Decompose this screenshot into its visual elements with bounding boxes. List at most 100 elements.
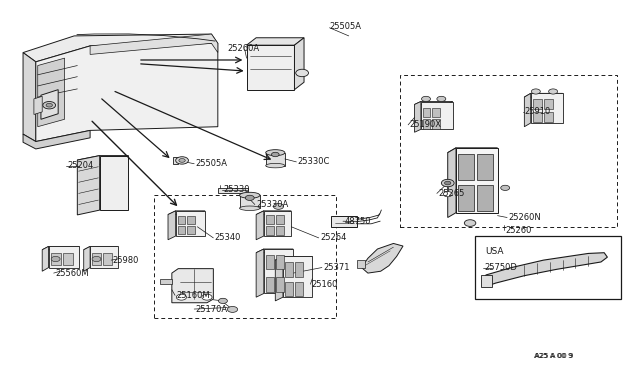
Bar	[63, 253, 74, 264]
Circle shape	[43, 102, 56, 109]
Polygon shape	[256, 249, 293, 253]
Polygon shape	[531, 93, 563, 123]
Ellipse shape	[266, 163, 285, 168]
Text: 25170A: 25170A	[195, 305, 228, 314]
Text: 25265: 25265	[438, 189, 465, 198]
Polygon shape	[168, 211, 205, 215]
Circle shape	[218, 298, 227, 304]
Polygon shape	[415, 102, 421, 132]
Text: A25 A 00 9: A25 A 00 9	[535, 353, 573, 359]
Circle shape	[531, 89, 540, 94]
Polygon shape	[84, 246, 90, 271]
Text: 25750D: 25750D	[484, 263, 518, 272]
Bar	[332, 217, 357, 227]
Ellipse shape	[239, 192, 260, 198]
Bar	[433, 119, 440, 129]
Circle shape	[179, 158, 185, 162]
Text: 25330: 25330	[223, 185, 250, 194]
Text: 25980: 25980	[113, 256, 139, 264]
Polygon shape	[421, 102, 453, 129]
Polygon shape	[256, 249, 264, 297]
Bar	[161, 279, 172, 284]
Circle shape	[51, 256, 60, 262]
Polygon shape	[483, 253, 607, 287]
Bar	[187, 216, 195, 224]
Bar	[239, 195, 260, 208]
Polygon shape	[294, 38, 304, 90]
Polygon shape	[90, 246, 118, 267]
Bar	[276, 277, 284, 292]
Bar	[543, 112, 553, 122]
Polygon shape	[49, 246, 79, 267]
Bar	[357, 260, 365, 268]
Polygon shape	[42, 246, 79, 250]
Bar	[266, 215, 274, 224]
Polygon shape	[36, 43, 218, 141]
Bar	[400, 75, 617, 227]
Polygon shape	[168, 211, 175, 240]
Bar	[187, 226, 195, 234]
Polygon shape	[38, 58, 65, 127]
Bar	[92, 253, 101, 264]
Ellipse shape	[239, 206, 260, 211]
Bar	[218, 188, 248, 193]
Bar	[474, 236, 621, 299]
Polygon shape	[275, 256, 283, 301]
Polygon shape	[264, 249, 293, 294]
Text: 25505A: 25505A	[330, 22, 362, 31]
Bar	[477, 154, 493, 180]
Polygon shape	[415, 102, 453, 105]
Text: 25560M: 25560M	[55, 269, 88, 278]
Bar	[295, 282, 303, 296]
Bar	[423, 119, 431, 129]
Circle shape	[465, 220, 476, 227]
Text: 25260A: 25260A	[227, 44, 260, 53]
Text: 25260: 25260	[505, 226, 532, 235]
Polygon shape	[90, 34, 218, 54]
Bar	[266, 153, 285, 166]
Bar	[266, 226, 274, 235]
Text: 25910: 25910	[524, 108, 550, 116]
Text: 25190X: 25190X	[410, 121, 442, 129]
Bar	[458, 154, 474, 180]
Polygon shape	[524, 93, 531, 127]
Bar	[423, 108, 431, 118]
Polygon shape	[77, 155, 100, 215]
Circle shape	[548, 89, 557, 94]
Text: 25330C: 25330C	[298, 157, 330, 166]
Polygon shape	[256, 211, 291, 215]
Bar	[103, 253, 112, 264]
Bar	[51, 253, 61, 264]
Ellipse shape	[266, 150, 285, 155]
Polygon shape	[34, 96, 42, 115]
Bar	[246, 45, 294, 90]
Bar	[532, 112, 542, 122]
Circle shape	[202, 294, 212, 300]
Text: 25264: 25264	[320, 233, 346, 243]
Polygon shape	[175, 211, 205, 236]
Circle shape	[175, 157, 188, 164]
Circle shape	[444, 192, 452, 197]
Circle shape	[46, 103, 52, 107]
Polygon shape	[172, 269, 213, 303]
Polygon shape	[84, 246, 118, 250]
Bar	[276, 226, 284, 235]
Circle shape	[500, 185, 509, 190]
Polygon shape	[42, 246, 49, 271]
Text: 25260N: 25260N	[508, 213, 541, 222]
Polygon shape	[41, 90, 58, 119]
Polygon shape	[256, 211, 264, 240]
Circle shape	[271, 152, 279, 157]
Circle shape	[273, 203, 284, 209]
Polygon shape	[77, 155, 129, 164]
Text: 25330A: 25330A	[256, 200, 289, 209]
Polygon shape	[448, 148, 456, 218]
Bar	[266, 254, 274, 269]
Text: USA: USA	[484, 247, 503, 256]
Bar	[433, 108, 440, 118]
Bar	[285, 262, 293, 277]
Bar	[285, 282, 293, 296]
Bar	[173, 157, 178, 164]
Circle shape	[445, 181, 451, 185]
Text: 25505A: 25505A	[195, 159, 227, 168]
